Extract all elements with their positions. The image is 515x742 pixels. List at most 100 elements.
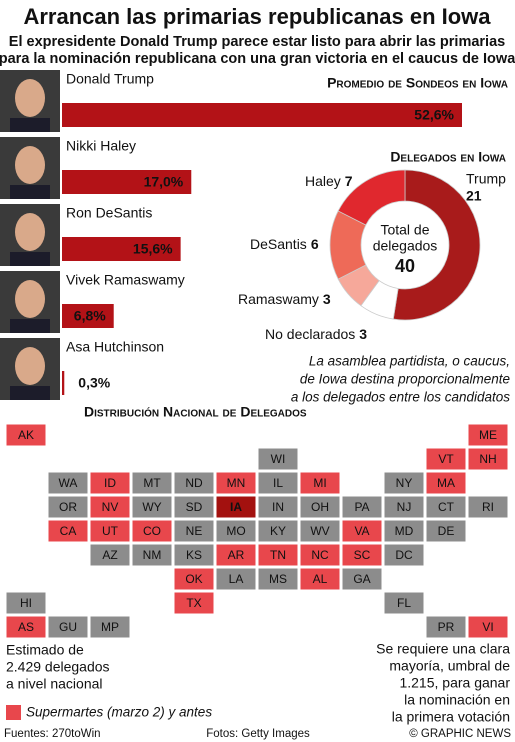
state-tile	[257, 567, 299, 591]
state-tile	[341, 543, 383, 567]
state-tile	[89, 615, 131, 639]
legend-label: Supermartes (marzo 2) y antes	[26, 705, 212, 720]
state-tile	[131, 543, 173, 567]
pie-label-group: DeSantis 6	[250, 236, 319, 252]
state-tile	[89, 543, 131, 567]
state-label: DE	[438, 524, 455, 538]
note-right: mayoría, umbral de	[389, 658, 510, 674]
caucus-note: La asamblea partidista, o caucus,	[309, 354, 510, 369]
state-label: IA	[230, 500, 242, 514]
state-label: SD	[186, 500, 203, 514]
state-tile	[383, 495, 425, 519]
value-label: 0,3%	[78, 375, 110, 391]
pie-label: DeSantis	[250, 236, 307, 252]
photo-face	[15, 280, 45, 318]
state-label: GU	[59, 620, 77, 634]
bar	[62, 304, 114, 328]
state-label: MA	[437, 476, 455, 490]
state-tile	[131, 495, 173, 519]
state-label: ME	[479, 428, 497, 442]
photo-body	[10, 252, 50, 266]
value-label: 17,0%	[144, 174, 184, 190]
state-tile	[47, 471, 89, 495]
state-tile	[341, 519, 383, 543]
state-tile	[467, 495, 509, 519]
state-label: MI	[313, 476, 326, 490]
pie-label: Trump	[466, 171, 506, 187]
value-label: 6,8%	[74, 308, 106, 324]
center-label: delegados	[373, 238, 438, 254]
caucus-note: a los delegados entre los candidatos	[291, 390, 510, 405]
state-label: MN	[227, 476, 246, 490]
state-label: NY	[396, 476, 413, 490]
state-label: IL	[273, 476, 283, 490]
state-tile	[257, 495, 299, 519]
state-tile	[257, 471, 299, 495]
state-label: OH	[311, 500, 329, 514]
state-tile	[383, 543, 425, 567]
state-tile	[173, 567, 215, 591]
state-tile	[425, 519, 467, 543]
state-label: AS	[18, 620, 34, 634]
photo-body	[10, 118, 50, 132]
state-label: TX	[186, 596, 201, 610]
state-label: NH	[479, 452, 496, 466]
state-label: KY	[270, 524, 286, 538]
bar	[62, 371, 65, 395]
state-label: MT	[143, 476, 161, 490]
state-label: UT	[102, 524, 119, 538]
state-label: OK	[185, 572, 202, 586]
candidate-name: Asa Hutchinson	[66, 339, 164, 355]
pie-title: Delegados en Iowa	[390, 149, 506, 165]
state-tile	[299, 567, 341, 591]
state-label: WA	[59, 476, 78, 490]
pie-label: No declarados	[265, 326, 355, 342]
photo-body	[10, 386, 50, 400]
pie-label-group: Haley 7	[305, 173, 353, 189]
state-tile	[173, 519, 215, 543]
candidate-name: Ron DeSantis	[66, 205, 152, 221]
state-tile	[131, 471, 173, 495]
state-label: VI	[482, 620, 493, 634]
subtitle: El expresidente Donald Trump parece esta…	[9, 34, 505, 50]
pie-slice	[392, 169, 481, 321]
photo-body	[10, 185, 50, 199]
state-tile	[215, 567, 257, 591]
pie-value: 3	[323, 291, 331, 307]
state-label: MS	[269, 572, 287, 586]
state-tile	[257, 447, 299, 471]
state-tile	[467, 615, 509, 639]
state-tile	[173, 543, 215, 567]
state-label: AR	[228, 548, 245, 562]
state-tile	[383, 519, 425, 543]
state-label: NC	[311, 548, 329, 562]
state-label: MP	[101, 620, 119, 634]
state-tile	[215, 471, 257, 495]
photo-body	[10, 319, 50, 333]
value-label: 52,6%	[414, 107, 454, 123]
bar	[62, 103, 462, 127]
state-tile	[173, 591, 215, 615]
state-label: AL	[313, 572, 328, 586]
state-label: CA	[60, 524, 77, 538]
state-label: FL	[397, 596, 411, 610]
note-left: Estimado de	[6, 642, 84, 658]
state-label: VT	[438, 452, 454, 466]
state-label: DC	[395, 548, 413, 562]
note-right: Se requiere una clara	[376, 641, 510, 657]
state-label: ID	[104, 476, 116, 490]
state-label: PA	[354, 500, 369, 514]
state-tile	[467, 447, 509, 471]
state-label: GA	[353, 572, 370, 586]
state-tile	[425, 615, 467, 639]
credit: © GRAPHIC NEWS	[409, 728, 511, 740]
state-tile	[215, 543, 257, 567]
state-label: NV	[102, 500, 119, 514]
state-tile	[5, 615, 47, 639]
state-tile	[257, 519, 299, 543]
state-label: NM	[143, 548, 162, 562]
pie-label: Ramaswamy	[238, 291, 319, 307]
state-tile	[383, 591, 425, 615]
photo-face	[15, 213, 45, 251]
